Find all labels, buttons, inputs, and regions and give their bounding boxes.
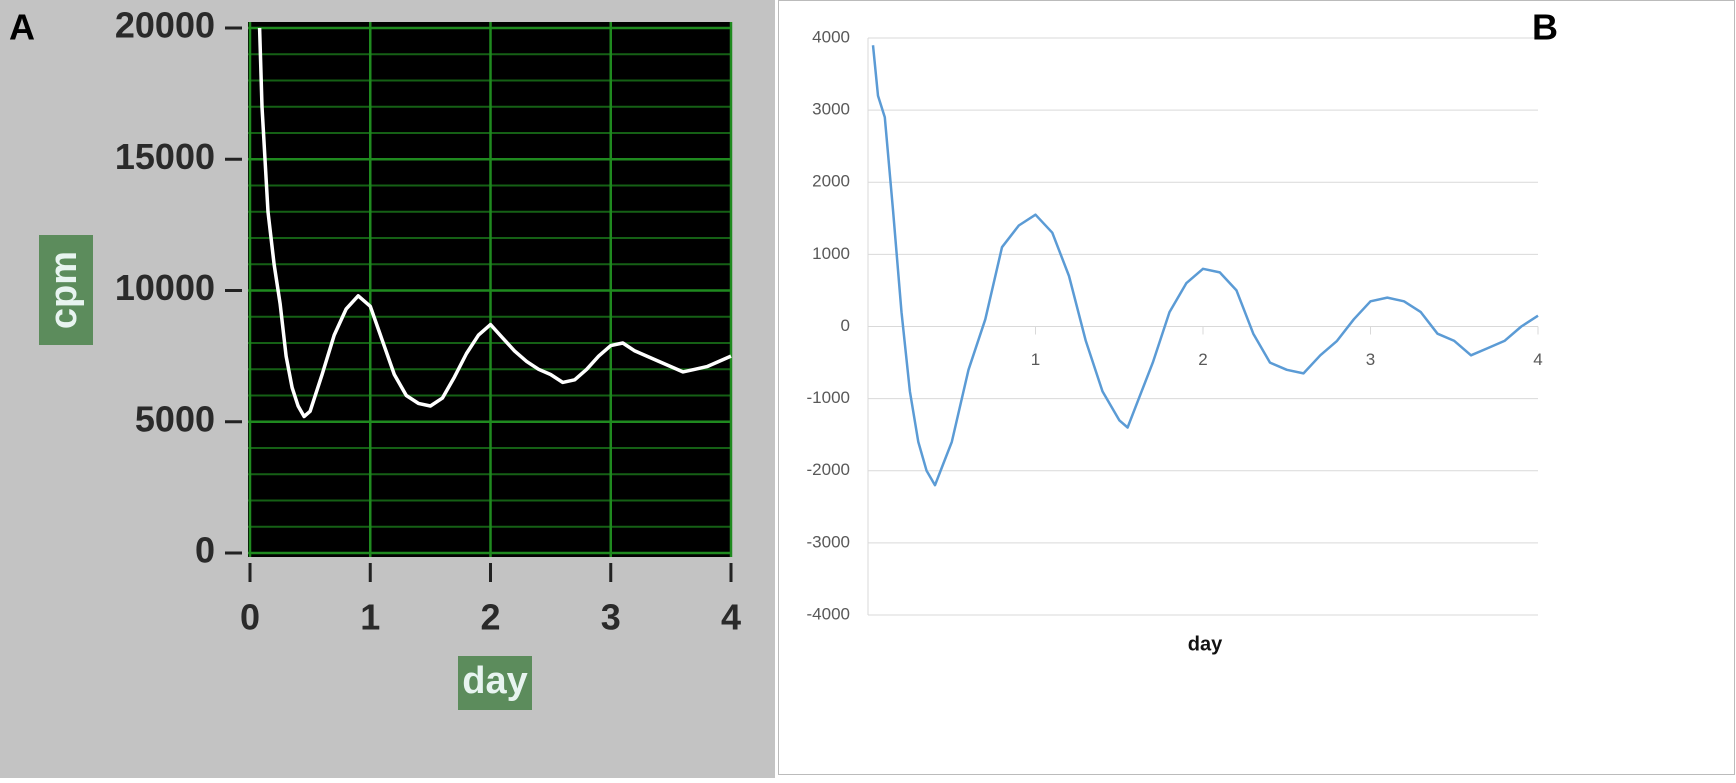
y-tick-label: 0 bbox=[841, 316, 850, 335]
x-axis-title: day bbox=[462, 660, 527, 702]
panel-label: B bbox=[1532, 7, 1558, 48]
y-tick-label: 20000 bbox=[115, 5, 215, 46]
x-tick-label: 0 bbox=[240, 597, 260, 638]
data-line bbox=[871, 45, 1539, 487]
panel-b-background bbox=[778, 0, 1652, 778]
x-tick-label: 1 bbox=[1031, 350, 1040, 369]
y-tick-label: -2000 bbox=[807, 460, 850, 479]
y-tick-label: 3000 bbox=[812, 100, 850, 119]
y-tick-label: -4000 bbox=[807, 604, 850, 623]
x-tick-label: 4 bbox=[721, 597, 741, 638]
y-tick-label: 10000 bbox=[115, 267, 215, 308]
y-tick-label: -3000 bbox=[807, 532, 850, 551]
x-tick-label: 2 bbox=[480, 597, 500, 638]
x-tick-label: 1 bbox=[360, 597, 380, 638]
data-line bbox=[257, 27, 732, 419]
x-tick-label: 2 bbox=[1198, 350, 1207, 369]
y-tick-label: 4000 bbox=[812, 27, 850, 46]
panel-b-border bbox=[778, 0, 1735, 775]
y-tick-label: -1000 bbox=[807, 388, 850, 407]
x-tick-label: 3 bbox=[601, 597, 621, 638]
panel-label: A bbox=[9, 7, 35, 48]
y-tick-label: 0 bbox=[195, 530, 215, 571]
y-tick-label: 1000 bbox=[812, 244, 850, 263]
x-tick-label: 4 bbox=[1533, 350, 1542, 369]
y-title-box bbox=[39, 235, 93, 345]
x-title-box bbox=[458, 656, 532, 710]
x-axis-title: day bbox=[1188, 633, 1223, 655]
y-tick-label: 15000 bbox=[115, 136, 215, 177]
y-tick-label: 2000 bbox=[812, 172, 850, 191]
y-axis-title: cpm bbox=[43, 251, 85, 329]
y-tick-label: 5000 bbox=[135, 398, 215, 439]
x-tick-label: 3 bbox=[1366, 350, 1375, 369]
